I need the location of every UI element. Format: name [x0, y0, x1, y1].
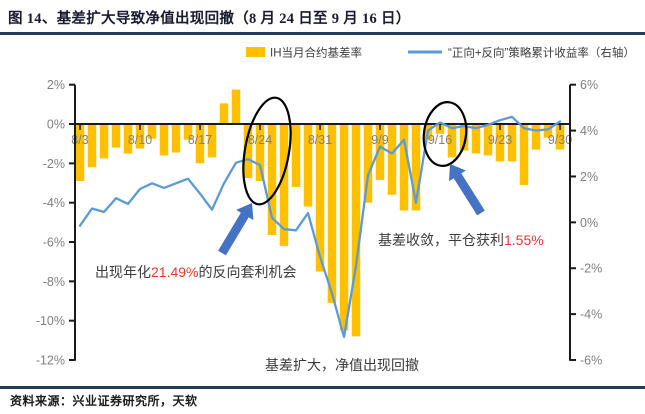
- right-axis-label: -4%: [580, 308, 602, 322]
- x-tick-label: 9/30: [548, 133, 572, 147]
- x-tick-label: 9/9: [371, 133, 388, 147]
- x-tick-label: 8/24: [248, 133, 272, 147]
- right-axis-label: 4%: [580, 124, 598, 138]
- right-axis-label: 0%: [580, 216, 598, 230]
- bar: [171, 124, 181, 153]
- highlight-ellipse-824: [242, 96, 292, 206]
- annotation-drawdown: 基差扩大，净值出现回撤: [265, 357, 419, 373]
- bar: [291, 124, 301, 187]
- bar: [279, 124, 289, 246]
- bar: [147, 124, 157, 139]
- arrow-close-profit: [449, 164, 485, 216]
- title-rule: [0, 32, 645, 35]
- bar: [303, 124, 313, 207]
- x-tick-label: 8/31: [308, 133, 332, 147]
- bar: [123, 124, 133, 154]
- bar: [495, 124, 505, 162]
- bar: [207, 124, 217, 158]
- bar: [255, 124, 265, 182]
- bar: [135, 124, 145, 149]
- bar: [351, 124, 361, 337]
- left-axis-label: 2%: [47, 78, 65, 92]
- bar: [339, 124, 349, 331]
- bar: [183, 124, 193, 140]
- bar: [231, 89, 241, 124]
- bar: [411, 124, 421, 211]
- arrow-rev-arb: [218, 203, 254, 256]
- bar: [327, 124, 337, 303]
- bar: [159, 124, 169, 156]
- legend-bar-label: IH当月合约基差率: [270, 46, 362, 60]
- return-line: [78, 115, 562, 339]
- bar: [471, 124, 481, 154]
- x-tick-label: 9/23: [488, 133, 512, 147]
- bar: [87, 124, 97, 168]
- annotation-rev-arb: 出现年化21.49%的反向套利机会: [95, 264, 296, 280]
- right-axis-label: -2%: [580, 262, 602, 276]
- bar: [483, 124, 493, 156]
- left-axis-label: -4%: [43, 196, 65, 210]
- bar: [99, 124, 109, 159]
- left-axis-label: -6%: [43, 236, 65, 250]
- left-axis-label: -8%: [43, 275, 65, 289]
- legend-line-label: “正向+反向”策略累计收益率（右轴）: [448, 46, 635, 60]
- left-axis-label: -10%: [36, 314, 65, 328]
- bar: [219, 103, 229, 124]
- bar: [459, 124, 469, 151]
- bar: [447, 124, 457, 158]
- bar: [267, 124, 277, 236]
- x-tick-label: 8/17: [188, 133, 212, 147]
- bar: [507, 124, 517, 162]
- source-note: 资料来源：兴业证券研究所，天软: [10, 394, 198, 408]
- bar: [399, 124, 409, 211]
- bar: [75, 124, 85, 182]
- chart-area: 8/3 8/10 8/17 8/24 8/31 9/9 9/16 9/23 9/30 2% 0% -2…: [0, 40, 645, 385]
- x-tick-label: 8/10: [128, 133, 152, 147]
- figure-title: 图 14、基差扩大导致净值出现回撤（8 月 24 日至 9 月 16 日）: [8, 11, 411, 27]
- x-tick-label: 8/3: [71, 133, 88, 147]
- bar: [111, 124, 121, 148]
- bar: [363, 124, 373, 203]
- legend-bar-swatch: [246, 47, 265, 57]
- right-axis-label: 6%: [580, 78, 598, 92]
- bar: [543, 124, 553, 138]
- basis-chart: 8/3 8/10 8/17 8/24 8/31 9/9 9/16 9/23 9/30 2% 0% -2…: [36, 46, 635, 374]
- bar: [555, 124, 565, 150]
- left-axis-label: -12%: [36, 354, 65, 368]
- bar: [387, 124, 397, 195]
- bar: [195, 124, 205, 164]
- right-axis-label: -6%: [580, 354, 602, 368]
- right-axis-label: 2%: [580, 170, 598, 184]
- bar: [243, 124, 253, 179]
- bar: [315, 124, 325, 272]
- source-rule: [0, 386, 645, 389]
- annotation-close-profit: 基差收敛，平仓获利1.55%: [378, 232, 544, 248]
- highlight-ellipse-916: [422, 101, 468, 167]
- left-axis-label: 0%: [47, 118, 65, 132]
- bar: [531, 124, 541, 150]
- left-axis-label: -2%: [43, 157, 65, 171]
- bar: [375, 124, 385, 181]
- x-tick-label: 9/16: [428, 133, 452, 147]
- bar: [519, 124, 529, 185]
